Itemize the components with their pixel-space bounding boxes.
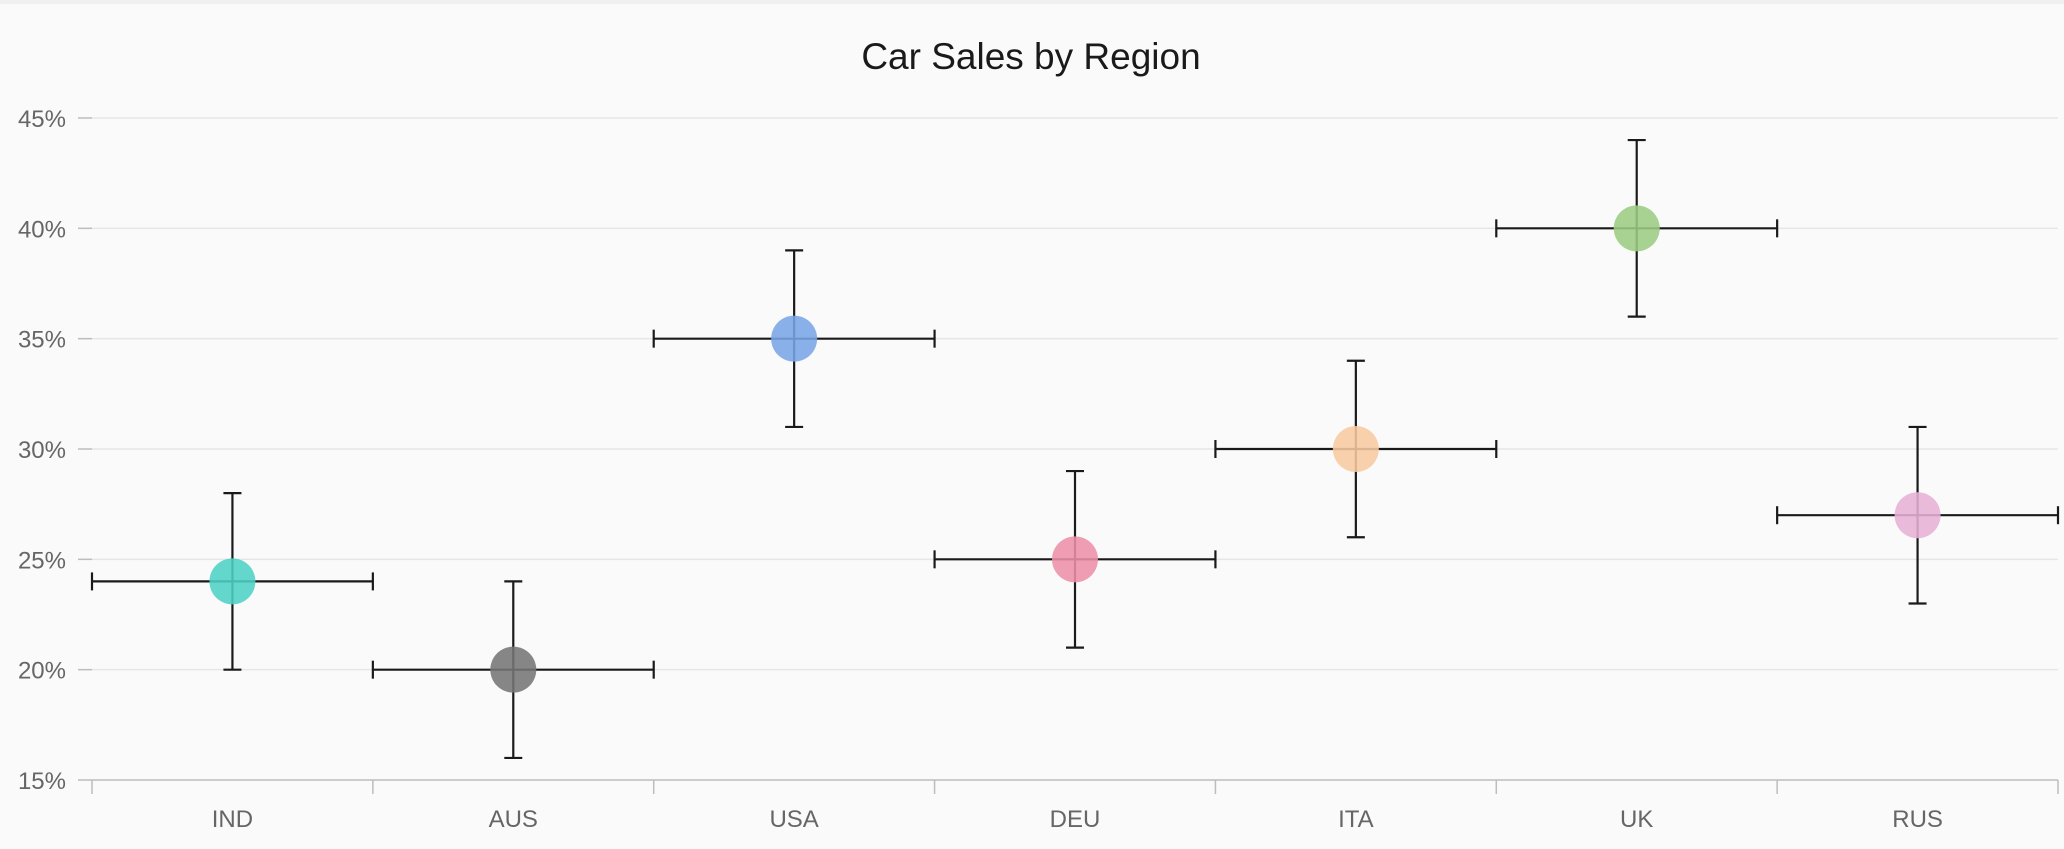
data-point [490,646,537,693]
data-point [1052,536,1098,583]
x-tick-label: USA [769,806,818,833]
y-tick-label: 30% [18,437,66,464]
x-tick-label: RUS [1892,806,1943,833]
data-point [1332,426,1379,472]
y-tick-label: 15% [18,768,66,795]
top-border [0,0,2064,4]
y-tick-label: 40% [18,216,66,243]
x-tick-label: ITA [1338,806,1374,833]
x-tick-label: DEU [1050,806,1101,833]
y-tick-label: 25% [18,547,66,574]
x-tick-label: UK [1620,806,1653,833]
x-tick-label: AUS [489,806,538,833]
y-tick-label: 20% [18,658,66,685]
data-point [1613,205,1660,252]
data-points [209,205,1941,693]
x-axis: IND AUS USA DEU ITA UK RUS [91,779,2059,833]
y-tick-label: 45% [18,106,66,133]
y-axis: 15% 20% 25% 30% 35% 40% 45% [18,106,92,795]
y-tick-label: 35% [18,327,66,354]
data-point [209,558,256,605]
chart-title: Car Sales by Region [861,36,1200,77]
x-tick-label: IND [212,806,253,833]
data-point [1894,492,1941,539]
data-point [771,315,818,362]
